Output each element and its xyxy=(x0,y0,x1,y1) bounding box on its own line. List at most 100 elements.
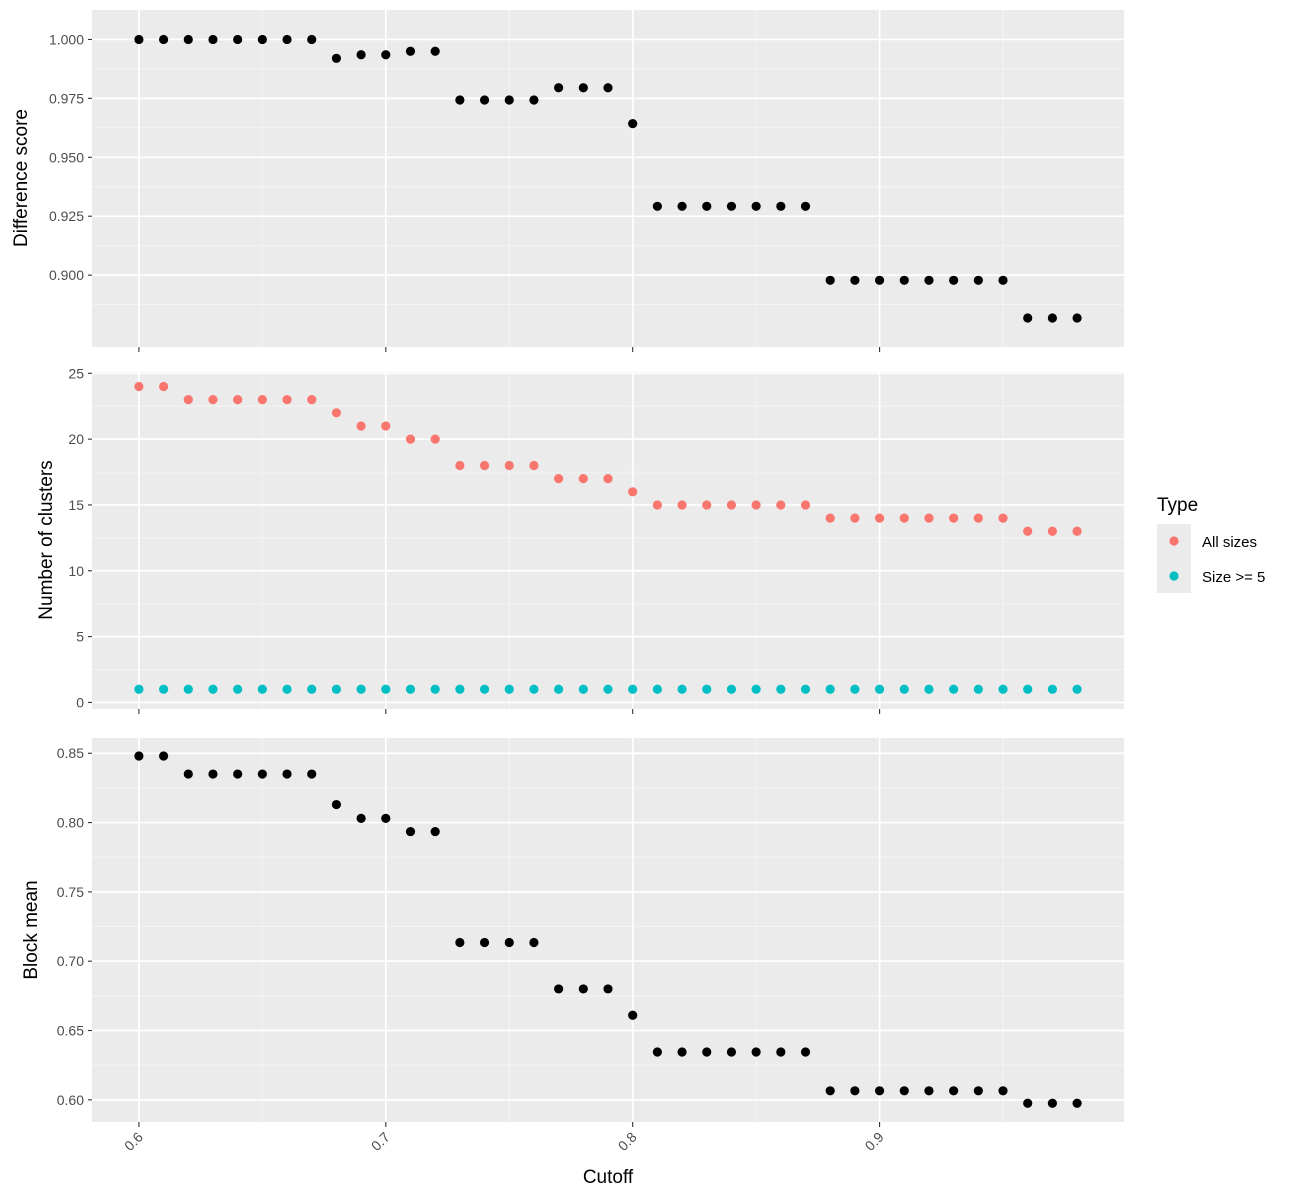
data-point-point xyxy=(949,275,959,285)
data-point-point xyxy=(134,751,144,761)
y-axis-title: Number of clusters xyxy=(36,460,57,619)
legend-label-size-5: Size >= 5 xyxy=(1202,569,1265,586)
data-point-point xyxy=(949,1086,959,1096)
data-point-point xyxy=(307,34,317,45)
data-point-point xyxy=(603,984,613,994)
data-point-point xyxy=(504,95,514,105)
data-point-point xyxy=(652,201,662,211)
data-point-point xyxy=(455,95,465,105)
data-point-size-5 xyxy=(405,684,416,694)
y-axis-title: Difference score xyxy=(11,109,32,247)
data-point-size-5 xyxy=(603,684,613,694)
data-point-point xyxy=(874,1086,885,1096)
data-point-all-sizes xyxy=(479,460,490,471)
data-point-all-sizes xyxy=(628,487,638,497)
data-point-point xyxy=(726,1047,737,1057)
data-point-all-sizes xyxy=(825,513,835,523)
data-point-size-5 xyxy=(628,684,638,694)
data-point-point xyxy=(331,799,342,810)
data-point-point xyxy=(726,201,737,211)
data-point-size-5 xyxy=(331,684,342,694)
data-point-point xyxy=(1023,313,1033,323)
data-point-all-sizes xyxy=(158,381,169,392)
data-point-all-sizes xyxy=(751,500,761,510)
data-point-point xyxy=(430,826,440,837)
data-point-all-sizes xyxy=(554,474,564,484)
data-point-point xyxy=(158,751,169,761)
data-point-point xyxy=(529,937,539,948)
legend-title: Type xyxy=(1157,495,1198,516)
x-tick-label: 0.8 xyxy=(615,1129,640,1154)
data-point-point xyxy=(1072,313,1082,323)
y-tick-label: 1.000 xyxy=(49,31,84,47)
data-point-size-5 xyxy=(479,684,490,694)
y-tick-label: 0.65 xyxy=(57,1023,84,1039)
data-point-all-sizes xyxy=(578,474,588,484)
data-point-all-sizes xyxy=(850,513,860,523)
data-point-point xyxy=(134,34,144,45)
data-point-point xyxy=(825,275,835,285)
data-point-size-5 xyxy=(899,684,909,694)
y-tick-label: 0.60 xyxy=(57,1092,84,1108)
data-point-size-5 xyxy=(973,684,983,694)
x-tick-label: 0.6 xyxy=(121,1129,146,1154)
data-point-all-sizes xyxy=(874,513,885,523)
data-point-all-sizes xyxy=(800,500,811,510)
data-point-point xyxy=(183,34,193,45)
data-point-all-sizes xyxy=(702,500,712,510)
data-point-point xyxy=(233,769,243,779)
data-point-point xyxy=(850,1086,860,1096)
x-tick-label: 0.9 xyxy=(862,1129,887,1154)
data-point-point xyxy=(776,1047,786,1057)
data-point-point xyxy=(1047,313,1058,323)
data-point-point xyxy=(924,1086,934,1096)
data-point-size-5 xyxy=(455,684,465,694)
data-point-size-5 xyxy=(800,684,811,694)
data-point-point xyxy=(899,275,909,285)
legend-label-all-sizes: All sizes xyxy=(1202,534,1257,551)
data-point-size-5 xyxy=(529,684,539,694)
y-tick-label: 5 xyxy=(76,629,84,645)
panel-2: 25 20 15 10 5 0 Number of clusters xyxy=(36,365,1124,714)
data-point-point xyxy=(998,1086,1008,1096)
data-point-all-sizes xyxy=(282,395,292,405)
data-point-all-sizes xyxy=(652,500,662,510)
data-point-size-5 xyxy=(751,684,761,694)
data-point-all-sizes xyxy=(183,395,193,405)
data-point-size-5 xyxy=(183,684,193,694)
y-tick-label: 0.975 xyxy=(49,90,84,106)
data-point-point xyxy=(455,937,465,948)
y-tick-label: 0.80 xyxy=(57,815,84,831)
data-point-size-5 xyxy=(307,684,317,694)
legend-key-all-sizes xyxy=(1169,536,1179,546)
data-point-all-sizes xyxy=(405,434,416,444)
data-point-size-5 xyxy=(702,684,712,694)
data-point-point xyxy=(702,1047,712,1057)
data-point-all-sizes xyxy=(430,434,440,444)
y-tick-label: 0.75 xyxy=(57,884,84,900)
data-point-point xyxy=(208,34,218,45)
data-point-all-sizes xyxy=(677,500,687,510)
data-point-size-5 xyxy=(677,684,687,694)
data-point-size-5 xyxy=(134,684,144,694)
y-tick-label: 0.70 xyxy=(57,953,84,969)
data-point-point xyxy=(307,769,317,779)
data-point-point xyxy=(381,813,391,824)
data-point-point xyxy=(405,826,416,837)
data-point-all-sizes xyxy=(924,513,934,523)
data-point-point xyxy=(1072,1098,1082,1108)
data-point-point xyxy=(677,201,687,211)
panel-background xyxy=(92,738,1124,1122)
data-point-all-sizes xyxy=(998,513,1008,523)
data-point-point xyxy=(652,1047,662,1057)
data-point-point xyxy=(529,95,539,105)
data-point-point xyxy=(998,275,1008,285)
data-point-point xyxy=(479,95,490,105)
data-point-point xyxy=(603,83,613,93)
data-point-point xyxy=(578,83,588,93)
data-point-size-5 xyxy=(726,684,737,694)
data-point-size-5 xyxy=(998,684,1008,694)
data-point-size-5 xyxy=(282,684,292,694)
data-point-size-5 xyxy=(652,684,662,694)
